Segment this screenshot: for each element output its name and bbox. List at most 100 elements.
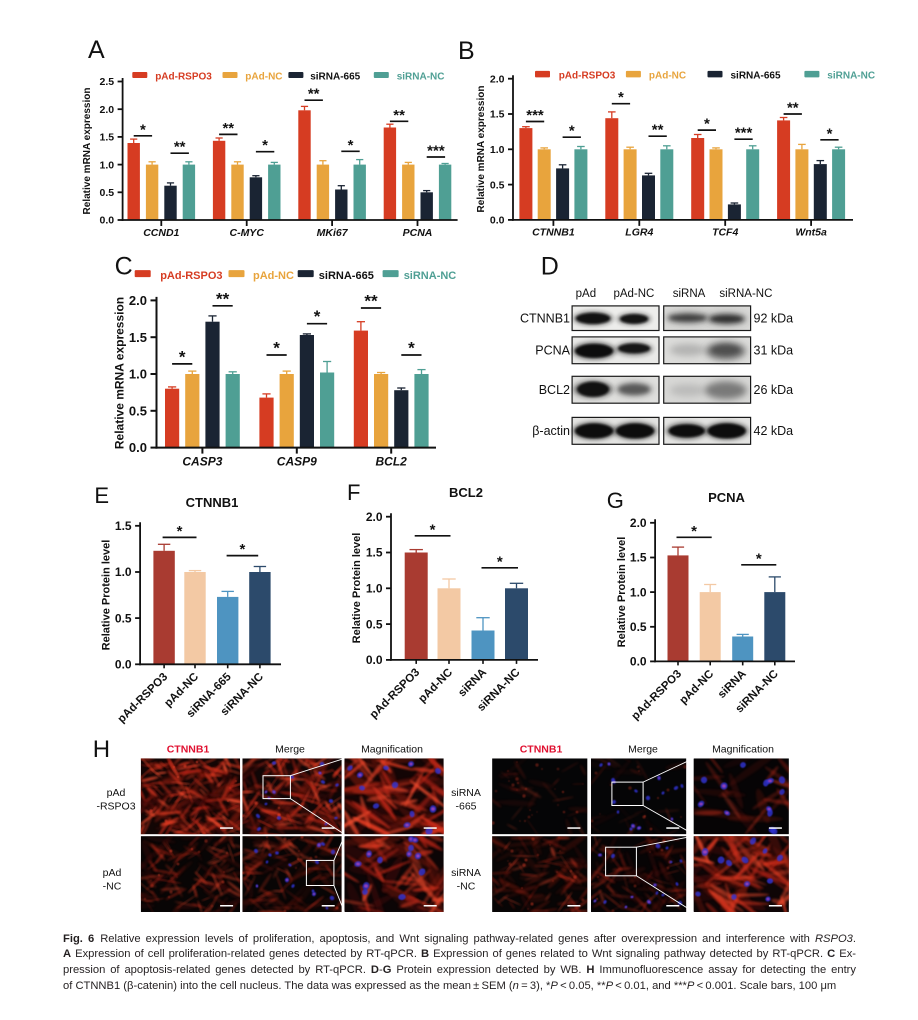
svg-text:β-actin: β-actin <box>532 424 570 438</box>
svg-text:pAd-RSPO3: pAd-RSPO3 <box>630 668 685 723</box>
svg-text:*: * <box>569 123 575 140</box>
svg-text:pAd-RSPO3: pAd-RSPO3 <box>116 671 171 726</box>
svg-text:42 kDa: 42 kDa <box>754 424 794 438</box>
svg-text:pAd-NC: pAd-NC <box>678 668 717 707</box>
svg-text:*: * <box>262 137 268 154</box>
svg-text:0.5: 0.5 <box>366 617 383 631</box>
svg-text:Relative mRNA expression: Relative mRNA expression <box>82 88 93 215</box>
svg-text:1.5: 1.5 <box>630 551 647 565</box>
svg-text:***: *** <box>735 125 753 142</box>
svg-text:pAd-RSPO3: pAd-RSPO3 <box>368 667 423 722</box>
svg-text:CTNNB1: CTNNB1 <box>520 744 563 756</box>
svg-text:1.5: 1.5 <box>115 519 132 533</box>
svg-text:pAd: pAd <box>103 867 122 879</box>
svg-text:Magnification: Magnification <box>712 744 774 756</box>
svg-text:*: * <box>704 116 710 133</box>
svg-text:0.5: 0.5 <box>99 187 114 199</box>
svg-text:-RSPO3: -RSPO3 <box>96 801 135 813</box>
svg-text:pAd-NC: pAd-NC <box>253 270 294 282</box>
svg-text:31 kDa: 31 kDa <box>754 344 794 358</box>
svg-text:G: G <box>607 488 624 513</box>
svg-text:*: * <box>618 89 624 106</box>
svg-text:*: * <box>140 121 146 138</box>
svg-text:siRNA-NC: siRNA-NC <box>404 270 457 282</box>
svg-text:*: * <box>348 137 354 154</box>
svg-text:Relative Protein level: Relative Protein level <box>100 540 112 651</box>
svg-text:0.0: 0.0 <box>115 658 132 672</box>
svg-text:B: B <box>458 37 475 65</box>
svg-text:0.0: 0.0 <box>129 440 147 455</box>
svg-text:Relative mRNA expression: Relative mRNA expression <box>113 297 127 449</box>
svg-text:1.0: 1.0 <box>490 144 505 156</box>
svg-text:C: C <box>115 253 133 281</box>
svg-text:-665: -665 <box>455 801 476 813</box>
svg-text:CASP9: CASP9 <box>277 455 317 469</box>
svg-text:TCF4: TCF4 <box>712 227 738 239</box>
svg-text:*: * <box>239 541 245 558</box>
svg-text:-NC: -NC <box>457 881 476 893</box>
svg-text:2.0: 2.0 <box>490 73 505 85</box>
svg-text:0.0: 0.0 <box>366 653 383 667</box>
svg-text:siRNA-NC: siRNA-NC <box>397 72 445 83</box>
svg-text:**: ** <box>787 100 799 117</box>
svg-text:BCL2: BCL2 <box>449 485 483 500</box>
svg-text:**: ** <box>364 292 378 311</box>
svg-text:pAd: pAd <box>576 288 596 300</box>
svg-text:siRNA: siRNA <box>451 787 481 799</box>
svg-text:Merge: Merge <box>275 744 305 756</box>
svg-text:PCNA: PCNA <box>535 344 570 358</box>
svg-text:0.5: 0.5 <box>129 403 147 418</box>
svg-text:1.5: 1.5 <box>490 109 505 121</box>
svg-text:1.5: 1.5 <box>129 330 147 345</box>
svg-text:CASP3: CASP3 <box>182 455 222 469</box>
svg-text:2.0: 2.0 <box>129 293 147 308</box>
svg-text:pAd-NC: pAd-NC <box>613 288 654 300</box>
svg-text:*: * <box>408 339 415 358</box>
svg-text:D: D <box>541 252 559 280</box>
svg-text:pAd-RSPO3: pAd-RSPO3 <box>155 72 212 83</box>
svg-text:*: * <box>179 347 186 366</box>
svg-text:pAd-RSPO3: pAd-RSPO3 <box>160 270 222 282</box>
svg-text:*: * <box>430 521 436 538</box>
svg-text:0.0: 0.0 <box>490 215 505 227</box>
svg-text:0.0: 0.0 <box>99 215 114 227</box>
svg-text:*: * <box>756 550 762 567</box>
svg-text:H: H <box>93 736 110 763</box>
svg-text:siRNA-NC: siRNA-NC <box>719 288 772 300</box>
svg-text:CTNNB1: CTNNB1 <box>167 744 210 756</box>
svg-text:CTNNB1: CTNNB1 <box>532 227 575 239</box>
svg-text:1.5: 1.5 <box>366 546 383 560</box>
svg-text:***: *** <box>526 107 544 124</box>
svg-text:CCND1: CCND1 <box>143 227 179 239</box>
svg-text:CTNNB1: CTNNB1 <box>186 495 239 510</box>
svg-text:0.5: 0.5 <box>490 179 505 191</box>
svg-text:2.0: 2.0 <box>630 516 647 530</box>
svg-text:Magnification: Magnification <box>361 744 423 756</box>
svg-text:*: * <box>497 553 503 570</box>
svg-text:1.5: 1.5 <box>99 132 114 144</box>
svg-text:CTNNB1: CTNNB1 <box>520 311 570 325</box>
svg-text:2.0: 2.0 <box>99 104 114 116</box>
svg-text:**: ** <box>216 289 230 308</box>
svg-text:**: ** <box>393 107 405 124</box>
svg-text:PCNA: PCNA <box>403 227 433 239</box>
svg-text:Relative mRNA expression: Relative mRNA expression <box>476 86 487 213</box>
svg-text:siRNA-665: siRNA-665 <box>310 72 360 83</box>
svg-text:pAd-RSPO3: pAd-RSPO3 <box>559 70 616 81</box>
svg-text:pAd-NC: pAd-NC <box>416 667 455 706</box>
svg-text:LGR4: LGR4 <box>625 227 653 239</box>
svg-text:siRNA: siRNA <box>451 867 481 879</box>
svg-text:siRNA: siRNA <box>673 288 706 300</box>
svg-text:Wnt5a: Wnt5a <box>795 227 827 239</box>
svg-text:2.5: 2.5 <box>99 76 114 88</box>
svg-text:**: ** <box>174 139 186 156</box>
svg-text:*: * <box>177 523 183 540</box>
svg-text:Relative Protein level: Relative Protein level <box>616 537 628 648</box>
svg-text:pAd-NC: pAd-NC <box>649 70 686 81</box>
svg-text:pAd: pAd <box>107 787 126 799</box>
svg-text:A: A <box>88 36 105 64</box>
svg-text:0.5: 0.5 <box>115 611 132 625</box>
svg-text:1.0: 1.0 <box>99 159 114 171</box>
svg-text:26 kDa: 26 kDa <box>754 383 794 397</box>
svg-text:BCL2: BCL2 <box>376 455 408 469</box>
